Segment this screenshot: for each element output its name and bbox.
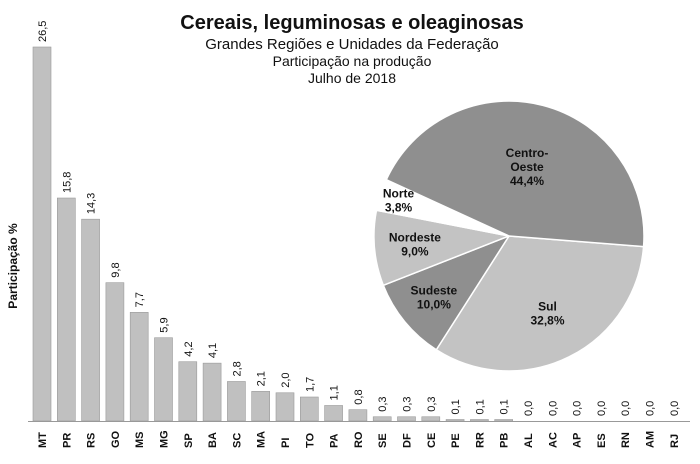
bar-df — [397, 416, 416, 422]
bar-value-label: 0,0 — [669, 401, 681, 416]
pie-label-norte: Norte 3,8% — [383, 187, 415, 215]
x-tick-label: RR — [474, 432, 486, 448]
pie-label-nordeste: Nordeste 9,0% — [389, 231, 441, 259]
pie-label-sul: Sul 32,8% — [530, 299, 564, 327]
x-tick-label: GO — [110, 430, 122, 448]
bar-value-label: 26,5 — [37, 21, 49, 42]
bar-value-label: 2,1 — [256, 371, 268, 386]
bar-value-label: 0,1 — [450, 399, 462, 414]
x-tick-label: SE — [377, 433, 389, 448]
bar-value-label: 0,0 — [547, 401, 559, 416]
bar-value-label: 15,8 — [61, 172, 73, 193]
x-tick-label: SC — [231, 433, 243, 448]
bar-value-label: 4,2 — [183, 341, 195, 356]
chart-subtitle-3: Julho de 2018 — [308, 70, 396, 86]
bar-ce — [421, 416, 441, 422]
x-tick-label: AM — [645, 431, 657, 448]
bar-value-label: 0,0 — [620, 401, 632, 416]
bar-series: 26,5 MT 15,8 PR 14,3 RS 9,8 GO 7,7 MS 5,9 MG 4,2 SP 4,… — [28, 21, 690, 448]
chart-title: Cereais, leguminosas e oleaginosas — [180, 12, 523, 34]
bar-value-label: 2,0 — [280, 372, 292, 387]
bar-se — [372, 416, 392, 422]
bar-sp — [178, 361, 198, 422]
x-tick-label: PI — [280, 438, 292, 448]
x-tick-label: PE — [450, 433, 462, 448]
x-tick-label: RS — [86, 433, 98, 448]
pie-chart: Sul 32,8% Sudeste 10,0% Nordeste 9,0% Norte 3,8… — [373, 100, 645, 372]
pie-slice-sudeste — [382, 234, 511, 351]
x-tick-label: AP — [572, 433, 584, 448]
bar-ms — [129, 312, 149, 422]
x-tick-label: PA — [329, 433, 341, 448]
bar-value-label: 7,7 — [134, 292, 146, 307]
bar-value-label: 0,0 — [645, 401, 657, 416]
pie-slice-centro-oeste — [385, 100, 645, 248]
bar-pb — [494, 419, 514, 422]
bar-value-label: 0,3 — [377, 396, 389, 411]
bar-mg — [154, 337, 173, 422]
x-tick-label: BA — [207, 432, 219, 448]
bar-ba — [202, 362, 222, 422]
bar-ro — [348, 409, 368, 422]
bar-value-label: 0,3 — [426, 396, 438, 411]
bar-value-label: 1,7 — [304, 377, 316, 392]
bar-go — [105, 282, 125, 422]
x-tick-label: RO — [353, 431, 365, 448]
bar-pr — [56, 197, 76, 422]
bar-pe — [445, 419, 465, 422]
bar-value-label: 0,8 — [353, 389, 365, 404]
bar-value-label: 0,1 — [474, 399, 486, 414]
bar-value-label: 0,0 — [596, 401, 608, 416]
bar-value-label: 0,3 — [402, 396, 414, 411]
x-tick-label: PB — [499, 433, 511, 448]
bar-rs — [81, 218, 100, 422]
bar-sc — [227, 381, 246, 422]
bar-value-label: 5,9 — [159, 317, 171, 332]
chart-subtitle: Grandes Regiões e Unidades da Federação — [205, 36, 499, 53]
x-tick-label: MA — [256, 431, 268, 448]
x-tick-label: MT — [37, 432, 49, 448]
bar-value-label: 9,8 — [110, 262, 122, 277]
chart-subtitle-2: Participação na produção — [273, 53, 432, 69]
x-tick-label: MS — [134, 432, 146, 449]
x-tick-label: RJ — [669, 434, 681, 448]
bar-value-label: 1,1 — [329, 385, 341, 400]
pie-label-centro-oeste: Centro-Oeste 44,4% — [506, 146, 549, 188]
x-tick-label: DF — [402, 433, 414, 448]
x-tick-label: CE — [426, 433, 438, 448]
bar-value-label: 0,0 — [523, 401, 535, 416]
bar-value-label: 4,1 — [207, 343, 219, 358]
pie-label-sudeste: Sudeste 10,0% — [411, 284, 458, 312]
bar-value-label: 14,3 — [86, 193, 98, 214]
x-tick-label: RN — [620, 432, 632, 448]
bar-rr — [470, 419, 489, 422]
bar-ma — [251, 391, 270, 422]
x-tick-label: AL — [523, 433, 535, 448]
bar-pi — [275, 392, 295, 422]
bar-mt — [32, 46, 52, 422]
x-tick-label: ES — [596, 433, 608, 448]
x-tick-label: MG — [159, 430, 171, 448]
x-tick-label: AC — [547, 432, 559, 448]
bar-value-label: 2,8 — [231, 361, 243, 376]
bar-value-label: 0,1 — [499, 399, 511, 414]
bar-to — [299, 396, 319, 422]
x-tick-label: TO — [304, 432, 316, 448]
bar-value-label: 0,0 — [572, 401, 584, 416]
y-axis-label: Participação % — [6, 223, 20, 309]
x-tick-label: SP — [183, 433, 195, 448]
bar-pa — [324, 405, 343, 422]
x-tick-label: PR — [61, 433, 73, 448]
